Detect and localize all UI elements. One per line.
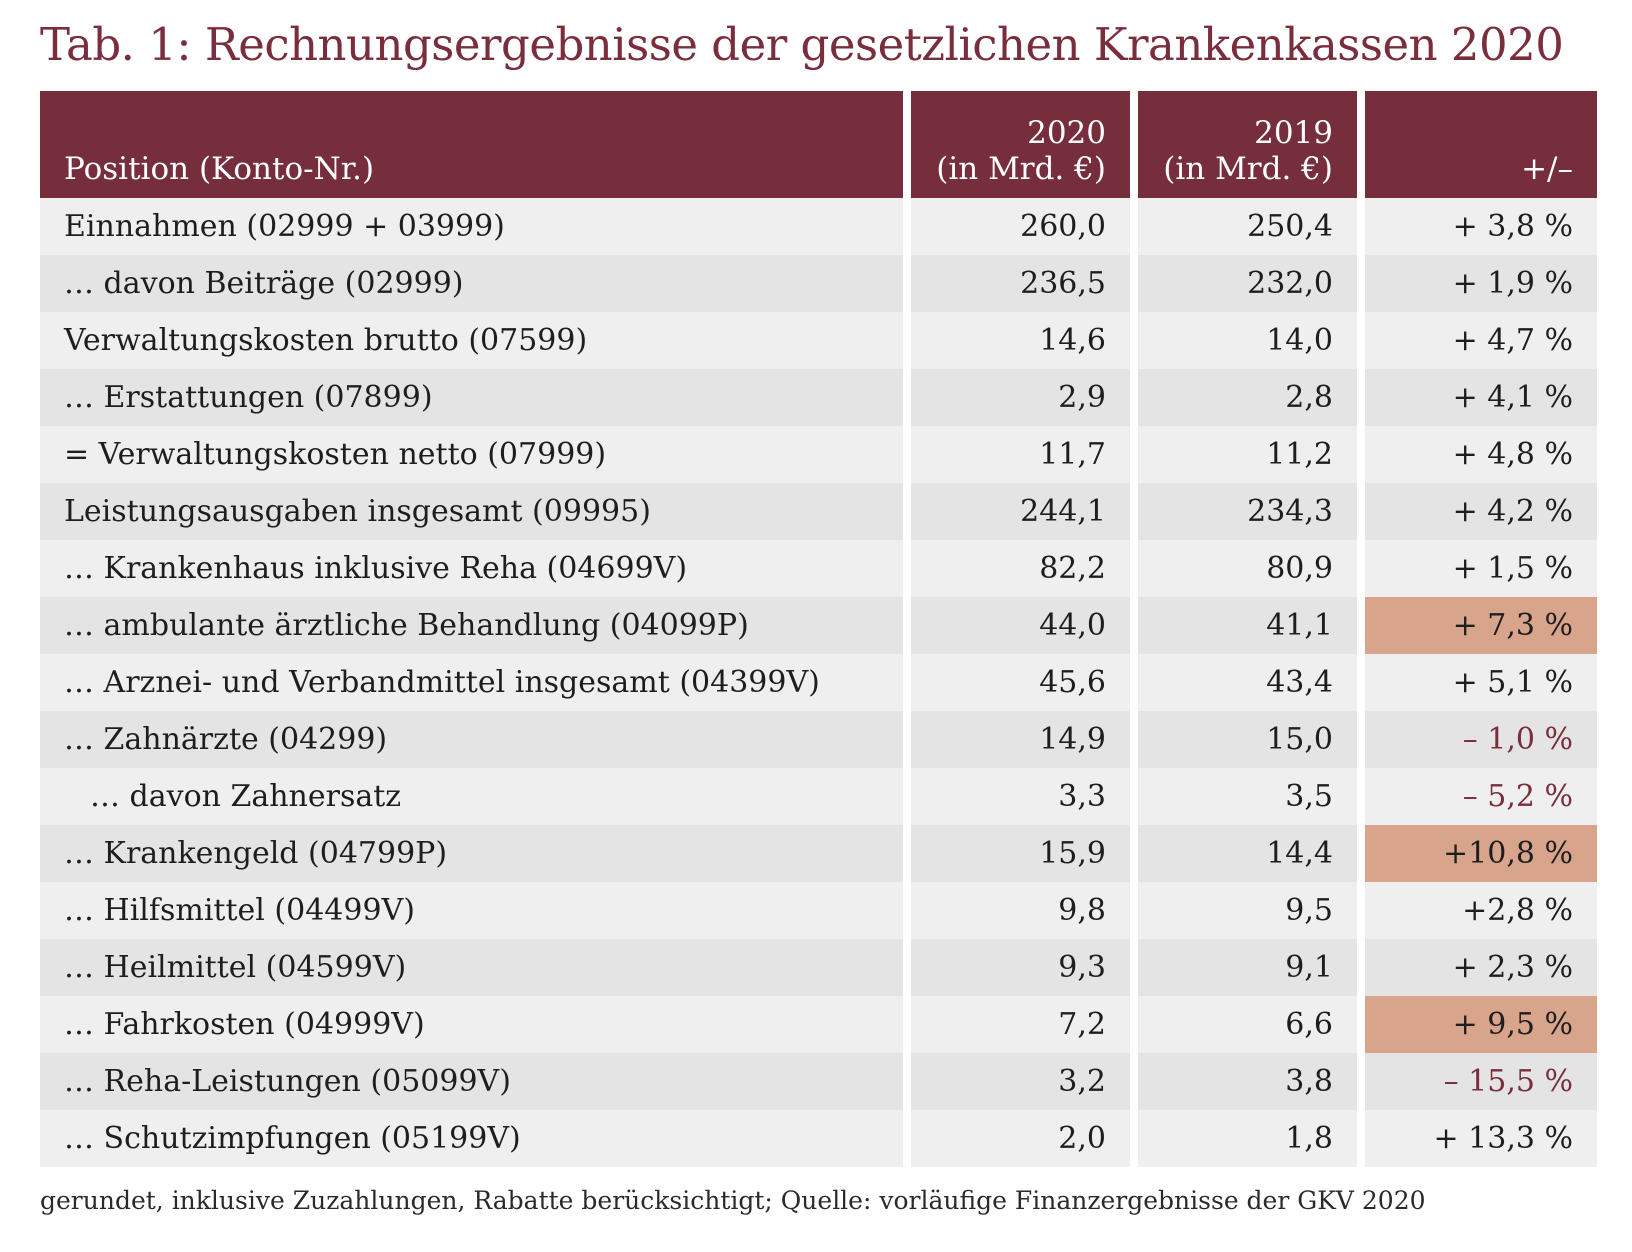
row-position: Leistungsausgaben insgesamt (09995) [40,483,903,540]
table-row: = Verwaltungskosten netto (07999) 11,7 1… [40,426,1597,483]
row-value-2019: 250,4 [1138,198,1357,255]
row-change: + 4,8 % [1365,426,1597,483]
row-value-2020: 3,3 [911,768,1130,825]
row-change: + 13,3 % [1365,1110,1597,1167]
row-value-2019: 1,8 [1138,1110,1357,1167]
table-body: Einnahmen (02999 + 03999) 260,0 250,4 + … [40,198,1597,1167]
row-value-2020: 244,1 [911,483,1130,540]
header-2020-unit: (in Mrd. €) [936,151,1106,187]
row-value-2019: 14,0 [1138,312,1357,369]
row-change: + 4,1 % [1365,369,1597,426]
row-change: + 2,3 % [1365,939,1597,996]
row-change: + 1,5 % [1365,540,1597,597]
row-value-2020: 3,2 [911,1053,1130,1110]
row-value-2020: 45,6 [911,654,1130,711]
header-2019: 2019 (in Mrd. €) [1138,91,1357,198]
row-value-2020: 82,2 [911,540,1130,597]
row-value-2020: 9,8 [911,882,1130,939]
row-change: + 3,8 % [1365,198,1597,255]
table-row: … Krankenhaus inklusive Reha (04699V) 82… [40,540,1597,597]
header-2020-year: 2020 [1027,115,1106,151]
row-value-2020: 14,6 [911,312,1130,369]
row-position: Verwaltungskosten brutto (07599) [40,312,903,369]
row-value-2019: 2,8 [1138,369,1357,426]
header-2019-unit: (in Mrd. €) [1163,151,1333,187]
table-row: … Reha-Leistungen (05099V) 3,2 3,8 – 15,… [40,1053,1597,1110]
header-2019-year: 2019 [1254,115,1333,151]
header-change-label: +/– [1521,151,1573,187]
row-change: + 5,1 % [1365,654,1597,711]
row-position: … Krankengeld (04799P) [40,825,903,882]
row-position: … Arznei- und Verbandmittel insgesamt (0… [40,654,903,711]
row-change-negative: – 5,2 % [1365,768,1597,825]
table-row: … Arznei- und Verbandmittel insgesamt (0… [40,654,1597,711]
row-value-2020: 11,7 [911,426,1130,483]
row-change: +2,8 % [1365,882,1597,939]
row-value-2020: 44,0 [911,597,1130,654]
row-value-2019: 11,2 [1138,426,1357,483]
table-row: Verwaltungskosten brutto (07599) 14,6 14… [40,312,1597,369]
row-value-2019: 9,1 [1138,939,1357,996]
table-row: … Zahnärzte (04299) 14,9 15,0 – 1,0 % [40,711,1597,768]
row-position: … Zahnärzte (04299) [40,711,903,768]
row-change: + 4,7 % [1365,312,1597,369]
header-2020: 2020 (in Mrd. €) [911,91,1130,198]
row-value-2020: 2,9 [911,369,1130,426]
row-value-2020: 7,2 [911,996,1130,1053]
table-row: … davon Beiträge (02999) 236,5 232,0 + 1… [40,255,1597,312]
row-value-2019: 9,5 [1138,882,1357,939]
row-value-2019: 232,0 [1138,255,1357,312]
row-position: … Krankenhaus inklusive Reha (04699V) [40,540,903,597]
row-change: + 4,2 % [1365,483,1597,540]
table-row: … ambulante ärztliche Behandlung (04099P… [40,597,1597,654]
row-change-negative: – 1,0 % [1365,711,1597,768]
row-value-2019: 3,8 [1138,1053,1357,1110]
page-title: Tab. 1: Rechnungsergebnisse der gesetzli… [40,18,1564,71]
header-position: Position (Konto-Nr.) [40,91,903,198]
row-value-2019: 14,4 [1138,825,1357,882]
table-row: Einnahmen (02999 + 03999) 260,0 250,4 + … [40,198,1597,255]
row-change-highlighted: + 7,3 % [1365,597,1597,654]
row-value-2019: 6,6 [1138,996,1357,1053]
table-row: … Heilmittel (04599V) 9,3 9,1 + 2,3 % [40,939,1597,996]
row-value-2019: 80,9 [1138,540,1357,597]
footnote: gerundet, inklusive Zuzahlungen, Rabatte… [40,1186,1426,1215]
row-value-2019: 15,0 [1138,711,1357,768]
row-position: … Hilfsmittel (04499V) [40,882,903,939]
row-value-2020: 9,3 [911,939,1130,996]
row-value-2019: 234,3 [1138,483,1357,540]
row-position: … Reha-Leistungen (05099V) [40,1053,903,1110]
table-row: … Hilfsmittel (04499V) 9,8 9,5 +2,8 % [40,882,1597,939]
row-change-highlighted: + 9,5 % [1365,996,1597,1053]
row-value-2019: 43,4 [1138,654,1357,711]
row-value-2020: 15,9 [911,825,1130,882]
table-row: … Krankengeld (04799P) 15,9 14,4 +10,8 % [40,825,1597,882]
row-position: … Schutzimpfungen (05199V) [40,1110,903,1167]
row-value-2020: 260,0 [911,198,1130,255]
row-position: = Verwaltungskosten netto (07999) [40,426,903,483]
table-row: … Fahrkosten (04999V) 7,2 6,6 + 9,5 % [40,996,1597,1053]
row-position: … Erstattungen (07899) [40,369,903,426]
row-position: … davon Zahnersatz [40,768,903,825]
table-row: … Erstattungen (07899) 2,9 2,8 + 4,1 % [40,369,1597,426]
table-header-row: Position (Konto-Nr.) 2020 (in Mrd. €) 20… [40,91,1597,198]
row-value-2020: 236,5 [911,255,1130,312]
table-row: … Schutzimpfungen (05199V) 2,0 1,8 + 13,… [40,1110,1597,1167]
row-value-2019: 41,1 [1138,597,1357,654]
row-position: … ambulante ärztliche Behandlung (04099P… [40,597,903,654]
row-value-2020: 14,9 [911,711,1130,768]
results-table: Position (Konto-Nr.) 2020 (in Mrd. €) 20… [40,91,1597,1167]
row-change-negative: – 15,5 % [1365,1053,1597,1110]
table-row: … davon Zahnersatz 3,3 3,5 – 5,2 % [40,768,1597,825]
row-change-highlighted: +10,8 % [1365,825,1597,882]
row-position: … Fahrkosten (04999V) [40,996,903,1053]
row-change: + 1,9 % [1365,255,1597,312]
table-row: Leistungsausgaben insgesamt (09995) 244,… [40,483,1597,540]
row-position: Einnahmen (02999 + 03999) [40,198,903,255]
row-value-2019: 3,5 [1138,768,1357,825]
row-value-2020: 2,0 [911,1110,1130,1167]
row-position: … Heilmittel (04599V) [40,939,903,996]
header-change: +/– [1365,91,1597,198]
row-position: … davon Beiträge (02999) [40,255,903,312]
